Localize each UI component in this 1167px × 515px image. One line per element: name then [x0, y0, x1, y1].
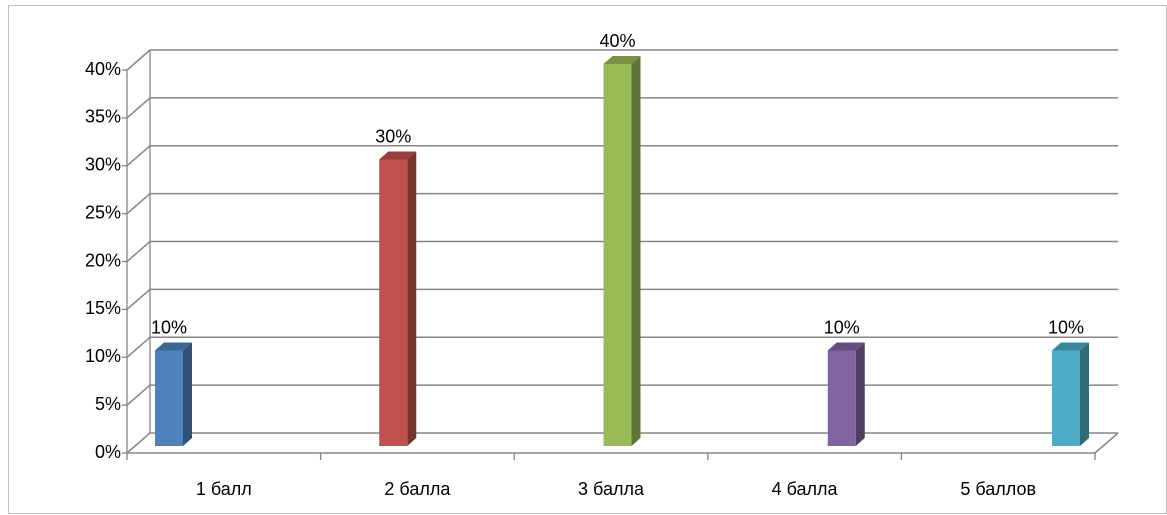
- data-label: 40%: [599, 31, 635, 51]
- bar-top: [155, 342, 192, 351]
- grid-line: [126, 192, 1118, 215]
- grid-line: [126, 240, 1118, 263]
- y-tick-label: 30%: [85, 155, 121, 175]
- bar-side: [631, 56, 641, 446]
- grid-line: [126, 384, 1118, 406]
- data-label: 10%: [1048, 317, 1084, 337]
- bar: [155, 350, 183, 446]
- bar: [603, 64, 632, 446]
- y-tick-label: 0%: [95, 442, 121, 462]
- y-tick-label: 35%: [85, 107, 121, 127]
- y-tick-label: 25%: [85, 202, 121, 222]
- data-label: 10%: [151, 317, 187, 337]
- grid-line: [126, 432, 1118, 454]
- bar-top: [379, 151, 417, 160]
- bar-side: [1080, 342, 1089, 446]
- grid-line: [126, 145, 1118, 167]
- bar-side: [407, 151, 417, 446]
- y-tick-label: 40%: [85, 59, 121, 79]
- bar-top: [603, 56, 641, 64]
- x-tick-label: 5 баллов: [960, 479, 1036, 499]
- bar-top: [827, 342, 865, 351]
- bar: [827, 350, 856, 446]
- y-tick-label: 10%: [85, 346, 121, 366]
- x-tick-label: 3 балла: [578, 479, 645, 499]
- bar-top: [1052, 342, 1089, 351]
- floor-edge: [1094, 432, 1119, 454]
- bar: [379, 159, 408, 446]
- grid-line: [126, 336, 1118, 358]
- y-tick-label: 20%: [85, 250, 121, 270]
- grid-line: [126, 288, 1118, 310]
- data-label: 30%: [375, 126, 411, 146]
- bar-side: [183, 342, 192, 446]
- y-tick-label: 5%: [95, 394, 121, 414]
- x-tick-label: 4 балла: [772, 479, 839, 499]
- x-tick-label: 2 балла: [384, 479, 451, 499]
- chart-border: [8, 5, 1167, 514]
- y-tick-label: 15%: [85, 298, 121, 318]
- grid-line: [126, 97, 1118, 119]
- data-label: 10%: [824, 317, 860, 337]
- bar-side: [855, 342, 865, 446]
- grid-line: [126, 49, 1118, 71]
- bar: [1052, 350, 1080, 446]
- x-tick-label: 1 балл: [196, 479, 252, 499]
